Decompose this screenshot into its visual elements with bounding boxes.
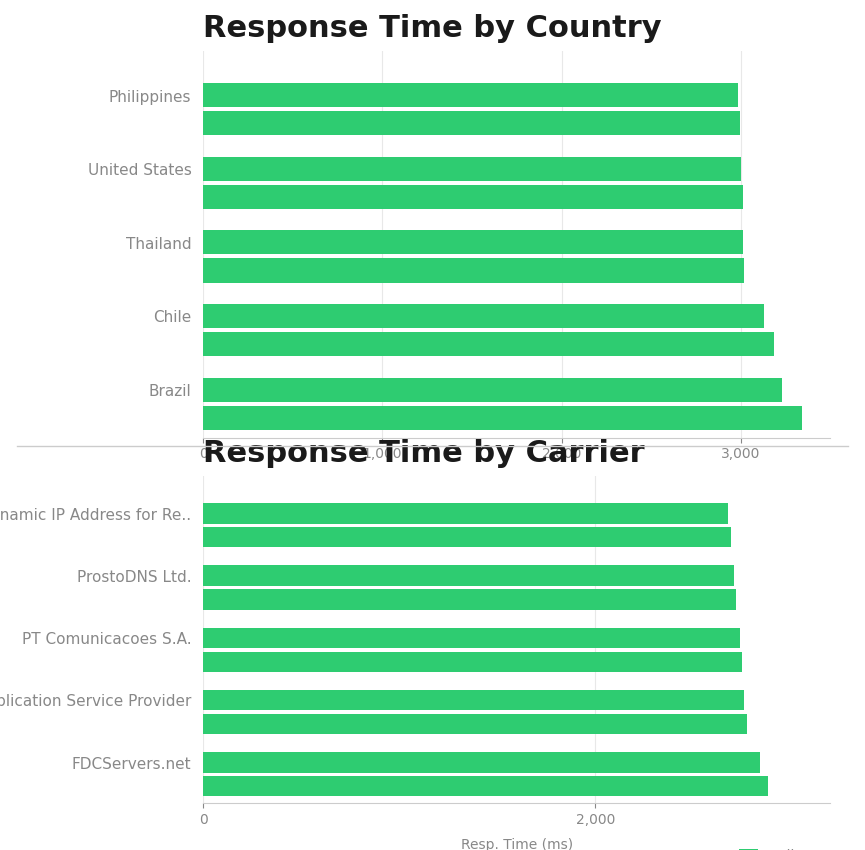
Bar [203,690,744,711]
Bar [203,628,740,648]
Bar [203,565,734,586]
Text: Response Time by Country: Response Time by Country [203,14,662,43]
X-axis label: Resp. Time (ms): Resp. Time (ms) [461,838,573,850]
Bar [203,332,774,356]
Bar [203,589,736,609]
Bar [203,258,745,282]
Bar [203,527,732,547]
Bar [203,111,740,135]
Bar [203,776,768,796]
Bar [203,377,782,401]
Bar [203,752,759,773]
Bar [203,83,738,107]
Bar [203,184,742,209]
Bar [203,230,742,254]
Text: Response Time by Carrier: Response Time by Carrier [203,439,645,468]
Legend: Splitup: Splitup [734,843,823,850]
Bar [203,156,740,181]
Bar [203,405,802,430]
Bar [203,304,764,328]
Bar [203,714,747,734]
Bar [203,651,742,672]
Bar [203,503,728,524]
